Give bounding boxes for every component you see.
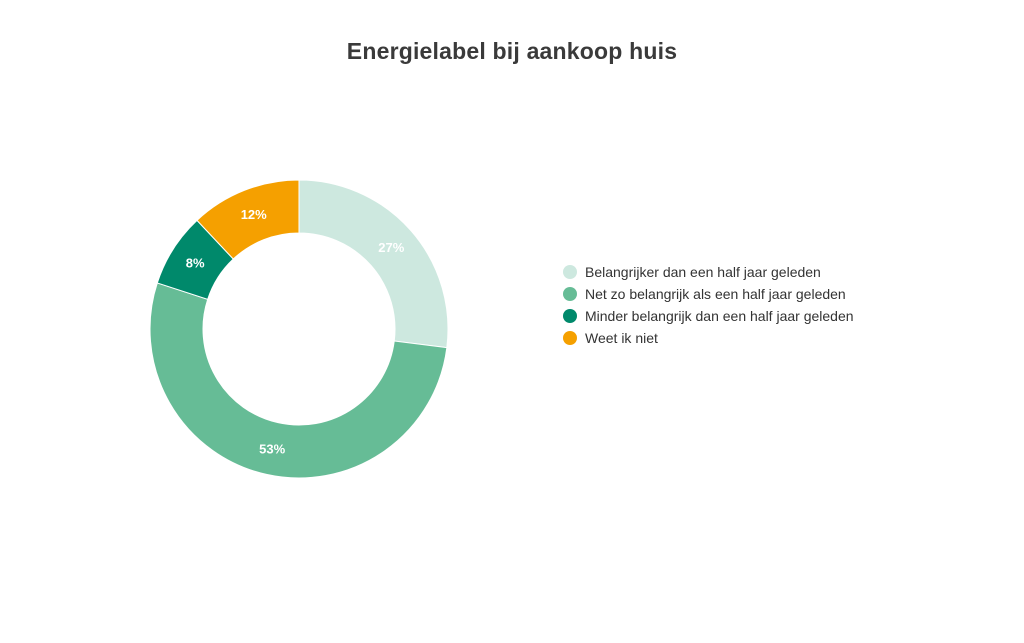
chart-title: Energielabel bij aankoop huis [346,38,678,64]
data-label-minder: 8% [186,256,205,271]
legend-label: Minder belangrijk dan een half jaar gele… [585,308,854,324]
legend-item-minder[interactable]: Minder belangrijk dan een half jaar gele… [563,305,854,327]
data-label-weet-ik-niet: 12% [241,207,267,222]
slice-weet-ik-niet[interactable] [196,179,300,260]
legend-label: Net zo belangrijk als een half jaar gele… [585,286,846,302]
legend-swatch-icon [563,287,577,301]
legend-swatch-icon [563,331,577,345]
legend-item-weet-ik-niet[interactable]: Weet ik niet [563,327,854,349]
legend-label: Belangrijker dan een half jaar geleden [585,264,821,280]
slice-belangrijker[interactable] [298,179,449,349]
chart-legend: Belangrijker dan een half jaar geleden Ne… [563,261,854,349]
data-label-belangrijker: 27% [378,240,404,255]
data-label-net-zo: 53% [259,442,285,457]
slice-net-zo[interactable] [149,282,448,479]
legend-swatch-icon [563,309,577,323]
legend-swatch-icon [563,265,577,279]
legend-label: Weet ik niet [585,330,658,346]
legend-item-net-zo[interactable]: Net zo belangrijk als een half jaar gele… [563,283,854,305]
legend-item-belangrijker[interactable]: Belangrijker dan een half jaar geleden [563,261,854,283]
